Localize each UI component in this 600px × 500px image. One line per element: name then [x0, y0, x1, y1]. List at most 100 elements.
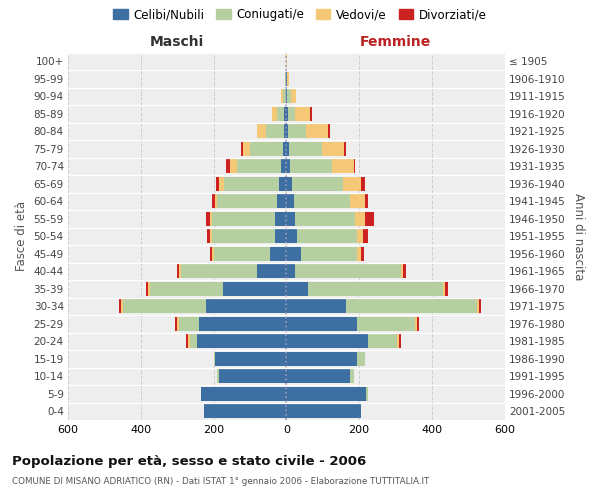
Bar	[361, 247, 364, 261]
Bar	[286, 264, 295, 278]
Bar	[301, 247, 357, 261]
Bar	[328, 124, 330, 138]
Bar	[212, 230, 275, 243]
Bar	[357, 230, 363, 243]
Bar	[288, 107, 295, 121]
Bar	[332, 160, 353, 173]
Bar	[275, 212, 286, 226]
Bar	[206, 212, 210, 226]
Bar	[368, 334, 397, 348]
Bar	[283, 142, 286, 156]
Bar	[350, 370, 353, 384]
Bar	[284, 107, 286, 121]
Bar	[286, 90, 287, 104]
Bar	[150, 282, 223, 296]
Bar	[357, 317, 415, 331]
Bar	[308, 282, 443, 296]
Bar	[286, 387, 367, 401]
Bar	[199, 317, 286, 331]
Bar	[357, 247, 361, 261]
Bar	[223, 282, 286, 296]
Bar	[361, 177, 365, 191]
Bar	[479, 300, 481, 314]
Bar	[310, 107, 312, 121]
Bar	[206, 300, 286, 314]
Bar	[286, 124, 288, 138]
Bar	[237, 160, 281, 173]
Bar	[190, 334, 197, 348]
Bar	[270, 247, 286, 261]
Bar	[179, 264, 181, 278]
Bar	[286, 282, 308, 296]
Bar	[295, 264, 401, 278]
Bar	[286, 160, 290, 173]
Bar	[343, 177, 361, 191]
Bar	[219, 177, 224, 191]
Bar	[307, 124, 328, 138]
Bar	[297, 230, 357, 243]
Bar	[281, 90, 283, 104]
Bar	[210, 230, 212, 243]
Bar	[286, 177, 292, 191]
Bar	[290, 160, 332, 173]
Bar	[363, 230, 368, 243]
Bar	[224, 177, 279, 191]
Bar	[277, 107, 284, 121]
Bar	[230, 160, 237, 173]
Bar	[181, 264, 257, 278]
Bar	[214, 352, 215, 366]
Bar	[219, 370, 286, 384]
Bar	[286, 230, 297, 243]
Bar	[286, 247, 301, 261]
Bar	[226, 160, 230, 173]
Bar	[188, 334, 190, 348]
Bar	[212, 212, 275, 226]
Legend: Celibi/Nubili, Coniugati/e, Vedovi/e, Divorziati/e: Celibi/Nubili, Coniugati/e, Vedovi/e, Di…	[109, 4, 491, 26]
Bar	[186, 334, 188, 348]
Bar	[295, 212, 355, 226]
Y-axis label: Anni di nascita: Anni di nascita	[572, 192, 585, 280]
Bar	[277, 194, 286, 208]
Bar	[242, 142, 250, 156]
Bar	[197, 334, 286, 348]
Bar	[287, 90, 291, 104]
Bar	[286, 212, 295, 226]
Bar	[257, 264, 286, 278]
Bar	[122, 300, 206, 314]
Bar	[286, 317, 357, 331]
Bar	[216, 177, 219, 191]
Bar	[257, 124, 266, 138]
Bar	[212, 247, 214, 261]
Bar	[266, 124, 284, 138]
Bar	[215, 352, 286, 366]
Bar	[285, 72, 286, 86]
Bar	[288, 124, 307, 138]
Bar	[286, 142, 289, 156]
Bar	[344, 142, 346, 156]
Bar	[418, 317, 419, 331]
Bar	[179, 317, 199, 331]
Bar	[215, 194, 217, 208]
Bar	[146, 282, 148, 296]
Bar	[357, 352, 365, 366]
Bar	[210, 212, 212, 226]
Bar	[148, 282, 150, 296]
Bar	[214, 247, 270, 261]
Bar	[272, 107, 277, 121]
Bar	[289, 142, 322, 156]
Bar	[250, 142, 283, 156]
Bar	[286, 107, 288, 121]
Text: COMUNE DI MISANO ADRIATICO (RN) - Dati ISTAT 1° gennaio 2006 - Elaborazione TUTT: COMUNE DI MISANO ADRIATICO (RN) - Dati I…	[12, 478, 430, 486]
Bar	[443, 282, 445, 296]
Bar	[177, 317, 179, 331]
Bar	[284, 124, 286, 138]
Bar	[210, 247, 212, 261]
Bar	[403, 264, 406, 278]
Bar	[353, 160, 355, 173]
Bar	[286, 300, 346, 314]
Bar	[286, 352, 357, 366]
Bar	[279, 177, 286, 191]
Bar	[119, 300, 121, 314]
Y-axis label: Fasce di età: Fasce di età	[15, 202, 28, 272]
Bar	[291, 90, 296, 104]
